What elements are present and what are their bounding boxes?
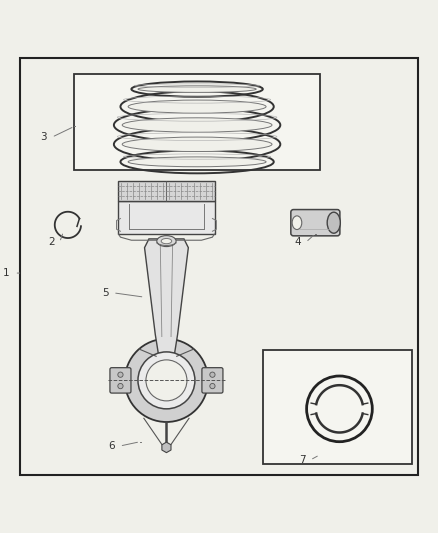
Bar xyxy=(74,74,320,170)
Polygon shape xyxy=(145,239,188,356)
Text: 1: 1 xyxy=(3,268,10,278)
Polygon shape xyxy=(162,442,171,453)
Text: 6: 6 xyxy=(108,441,115,451)
Circle shape xyxy=(210,372,215,377)
Text: 2: 2 xyxy=(48,237,55,247)
Circle shape xyxy=(118,383,123,389)
Circle shape xyxy=(118,372,123,377)
FancyBboxPatch shape xyxy=(202,368,223,393)
Circle shape xyxy=(138,352,195,409)
Ellipse shape xyxy=(327,212,340,233)
Circle shape xyxy=(125,339,208,422)
Circle shape xyxy=(210,383,215,389)
FancyBboxPatch shape xyxy=(110,368,131,393)
Ellipse shape xyxy=(122,118,272,132)
Bar xyxy=(118,201,215,233)
Text: 3: 3 xyxy=(40,132,47,142)
Text: 7: 7 xyxy=(299,455,306,465)
Ellipse shape xyxy=(292,216,302,230)
Ellipse shape xyxy=(157,236,176,247)
Ellipse shape xyxy=(161,238,172,244)
Ellipse shape xyxy=(128,100,266,113)
Bar xyxy=(118,181,215,201)
Text: 5: 5 xyxy=(102,288,109,298)
Ellipse shape xyxy=(138,86,256,92)
Text: 4: 4 xyxy=(294,237,301,247)
Ellipse shape xyxy=(122,137,272,151)
Circle shape xyxy=(146,360,187,401)
FancyBboxPatch shape xyxy=(291,209,340,236)
Bar xyxy=(263,350,412,464)
Ellipse shape xyxy=(128,157,266,167)
